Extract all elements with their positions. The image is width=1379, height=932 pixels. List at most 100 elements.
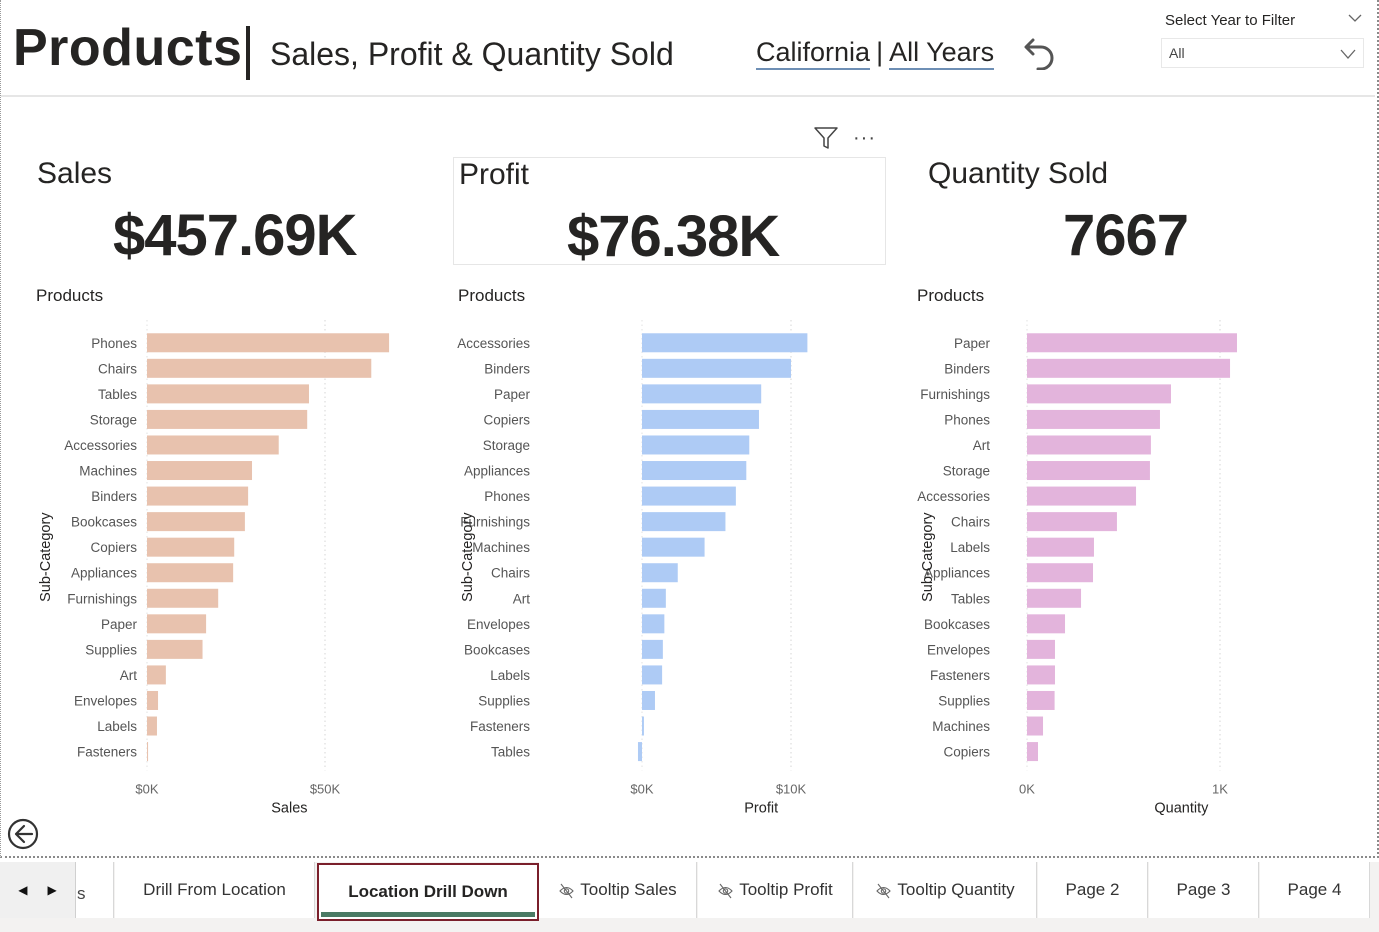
bar-art[interactable] <box>642 588 666 608</box>
bar-labels[interactable] <box>642 665 663 685</box>
bar-accessories[interactable] <box>147 435 279 455</box>
category-label: Furnishings <box>67 591 137 606</box>
profit-bar-chart[interactable]: $0K $10K Accessories Binders Paper Copiers Sto… <box>453 320 853 820</box>
bar-accessories[interactable] <box>1027 486 1137 506</box>
bar-appliances[interactable] <box>642 461 747 481</box>
quantity-chart-title: Products <box>917 286 985 305</box>
bar-supplies[interactable] <box>642 690 655 710</box>
bar-phones[interactable] <box>147 333 390 353</box>
bar-chairs[interactable] <box>147 358 372 378</box>
category-label: Machines <box>932 719 990 734</box>
category-label: Labels <box>97 719 137 734</box>
tab-scroll-right-icon[interactable]: ▶ <box>47 883 57 897</box>
bar-labels[interactable] <box>147 716 157 736</box>
bar-binders[interactable] <box>642 358 791 378</box>
bar-machines[interactable] <box>642 537 705 557</box>
sales-kpi-card: Sales $457.69K <box>37 157 437 268</box>
bar-appliances[interactable] <box>1027 563 1094 583</box>
bar-chairs[interactable] <box>1027 512 1117 532</box>
tab-scroll-left-icon[interactable]: ◀ <box>18 883 28 897</box>
sales-bar-chart[interactable]: $0K $50K Phones Chairs Tables Storage Accessor… <box>31 320 431 820</box>
bar-fasteners[interactable] <box>1027 665 1055 685</box>
tab-label: Tooltip Profit <box>739 880 833 899</box>
bar-furnishings[interactable] <box>147 588 219 608</box>
bar-binders[interactable] <box>1027 358 1231 378</box>
bar-paper[interactable] <box>1027 333 1237 353</box>
x-tick-label: $50K <box>310 781 341 796</box>
tab-tooltip-sales[interactable]: Tooltip Sales <box>539 862 697 918</box>
profit-kpi-card[interactable]: Profit $76.38K <box>453 157 886 269</box>
category-label: Furnishings <box>460 515 530 530</box>
profit-kpi-value: $76.38K <box>567 204 780 269</box>
tab-tooltip-quantity[interactable]: Tooltip Quantity <box>854 862 1037 918</box>
back-arrow-circle-icon[interactable] <box>7 818 39 850</box>
undo-arrow-icon[interactable] <box>1023 34 1057 70</box>
bar-storage[interactable] <box>147 409 308 429</box>
tab-location-drill-down[interactable]: Location Drill Down <box>317 863 539 921</box>
tab-drill-from-location[interactable]: Drill From Location <box>115 862 315 918</box>
tab-page-2[interactable]: Page 2 <box>1038 862 1148 918</box>
year-slicer-dropdown[interactable]: All <box>1161 38 1364 68</box>
bar-copiers[interactable] <box>1027 742 1039 762</box>
bar-bookcases[interactable] <box>642 639 663 659</box>
category-label: Art <box>513 591 531 606</box>
quantity-kpi-value: 7667 <box>1063 203 1189 268</box>
category-label: Envelopes <box>927 642 990 657</box>
bar-tables[interactable] <box>1027 588 1082 608</box>
category-label: Machines <box>472 540 530 555</box>
bar-storage[interactable] <box>642 435 750 455</box>
x-tick-label: $0K <box>630 781 653 796</box>
category-label: Fasteners <box>930 668 990 683</box>
quantity-kpi-card: Quantity Sold 7667 <box>928 157 1328 268</box>
bar-supplies[interactable] <box>147 639 203 659</box>
bar-art[interactable] <box>1027 435 1151 455</box>
tab-page-4[interactable]: Page 4 <box>1260 862 1370 918</box>
years-link[interactable]: All Years <box>889 36 995 70</box>
page-title: Products <box>13 19 243 77</box>
bar-furnishings[interactable] <box>1027 384 1171 404</box>
category-label: Binders <box>91 489 137 504</box>
visual-header-toolbar: ··· <box>813 126 876 150</box>
bar-envelopes[interactable] <box>1027 639 1055 659</box>
bar-bookcases[interactable] <box>1027 614 1066 634</box>
bar-copiers[interactable] <box>147 537 235 557</box>
location-link[interactable]: California <box>756 36 871 70</box>
bar-accessories[interactable] <box>642 333 808 353</box>
filter-icon[interactable] <box>813 126 839 150</box>
bar-supplies[interactable] <box>1027 690 1055 710</box>
hidden-page-icon <box>559 883 575 898</box>
bar-paper[interactable] <box>642 384 762 404</box>
bar-furnishings[interactable] <box>642 512 726 532</box>
bar-appliances[interactable] <box>147 563 234 583</box>
bar-envelopes[interactable] <box>642 614 665 634</box>
bar-fasteners[interactable] <box>147 742 149 762</box>
bar-labels[interactable] <box>1027 537 1094 557</box>
bar-art[interactable] <box>147 665 166 685</box>
tab-page-3[interactable]: Page 3 <box>1149 862 1259 918</box>
category-label: Fasteners <box>470 719 530 734</box>
bar-phones[interactable] <box>642 486 736 506</box>
bar-storage[interactable] <box>1027 461 1150 481</box>
quantity-bar-chart[interactable]: 0K 1K Paper Binders Furnishings Phones Art Stor… <box>913 320 1343 820</box>
more-options-icon[interactable]: ··· <box>853 127 876 149</box>
category-label: Appliances <box>71 566 137 581</box>
bar-tables[interactable] <box>637 742 642 762</box>
sales-kpi-label: Sales <box>37 157 113 190</box>
bar-paper[interactable] <box>147 614 207 634</box>
bar-tables[interactable] <box>147 384 309 404</box>
bar-fasteners[interactable] <box>642 716 644 736</box>
slicer-collapse-chevron-icon[interactable] <box>1347 12 1363 24</box>
bar-chairs[interactable] <box>642 563 678 583</box>
bar-bookcases[interactable] <box>147 512 245 532</box>
tab-label: Tooltip Quantity <box>897 880 1015 899</box>
bar-binders[interactable] <box>147 486 249 506</box>
sales-kpi-value: $457.69K <box>113 203 358 268</box>
tab-partial[interactable]: s <box>76 862 114 918</box>
title-divider <box>246 26 250 80</box>
bar-machines[interactable] <box>147 461 253 481</box>
tab-tooltip-profit[interactable]: Tooltip Profit <box>698 862 853 918</box>
bar-phones[interactable] <box>1027 409 1160 429</box>
bar-copiers[interactable] <box>642 409 759 429</box>
bar-envelopes[interactable] <box>147 690 159 710</box>
bar-machines[interactable] <box>1027 716 1044 736</box>
